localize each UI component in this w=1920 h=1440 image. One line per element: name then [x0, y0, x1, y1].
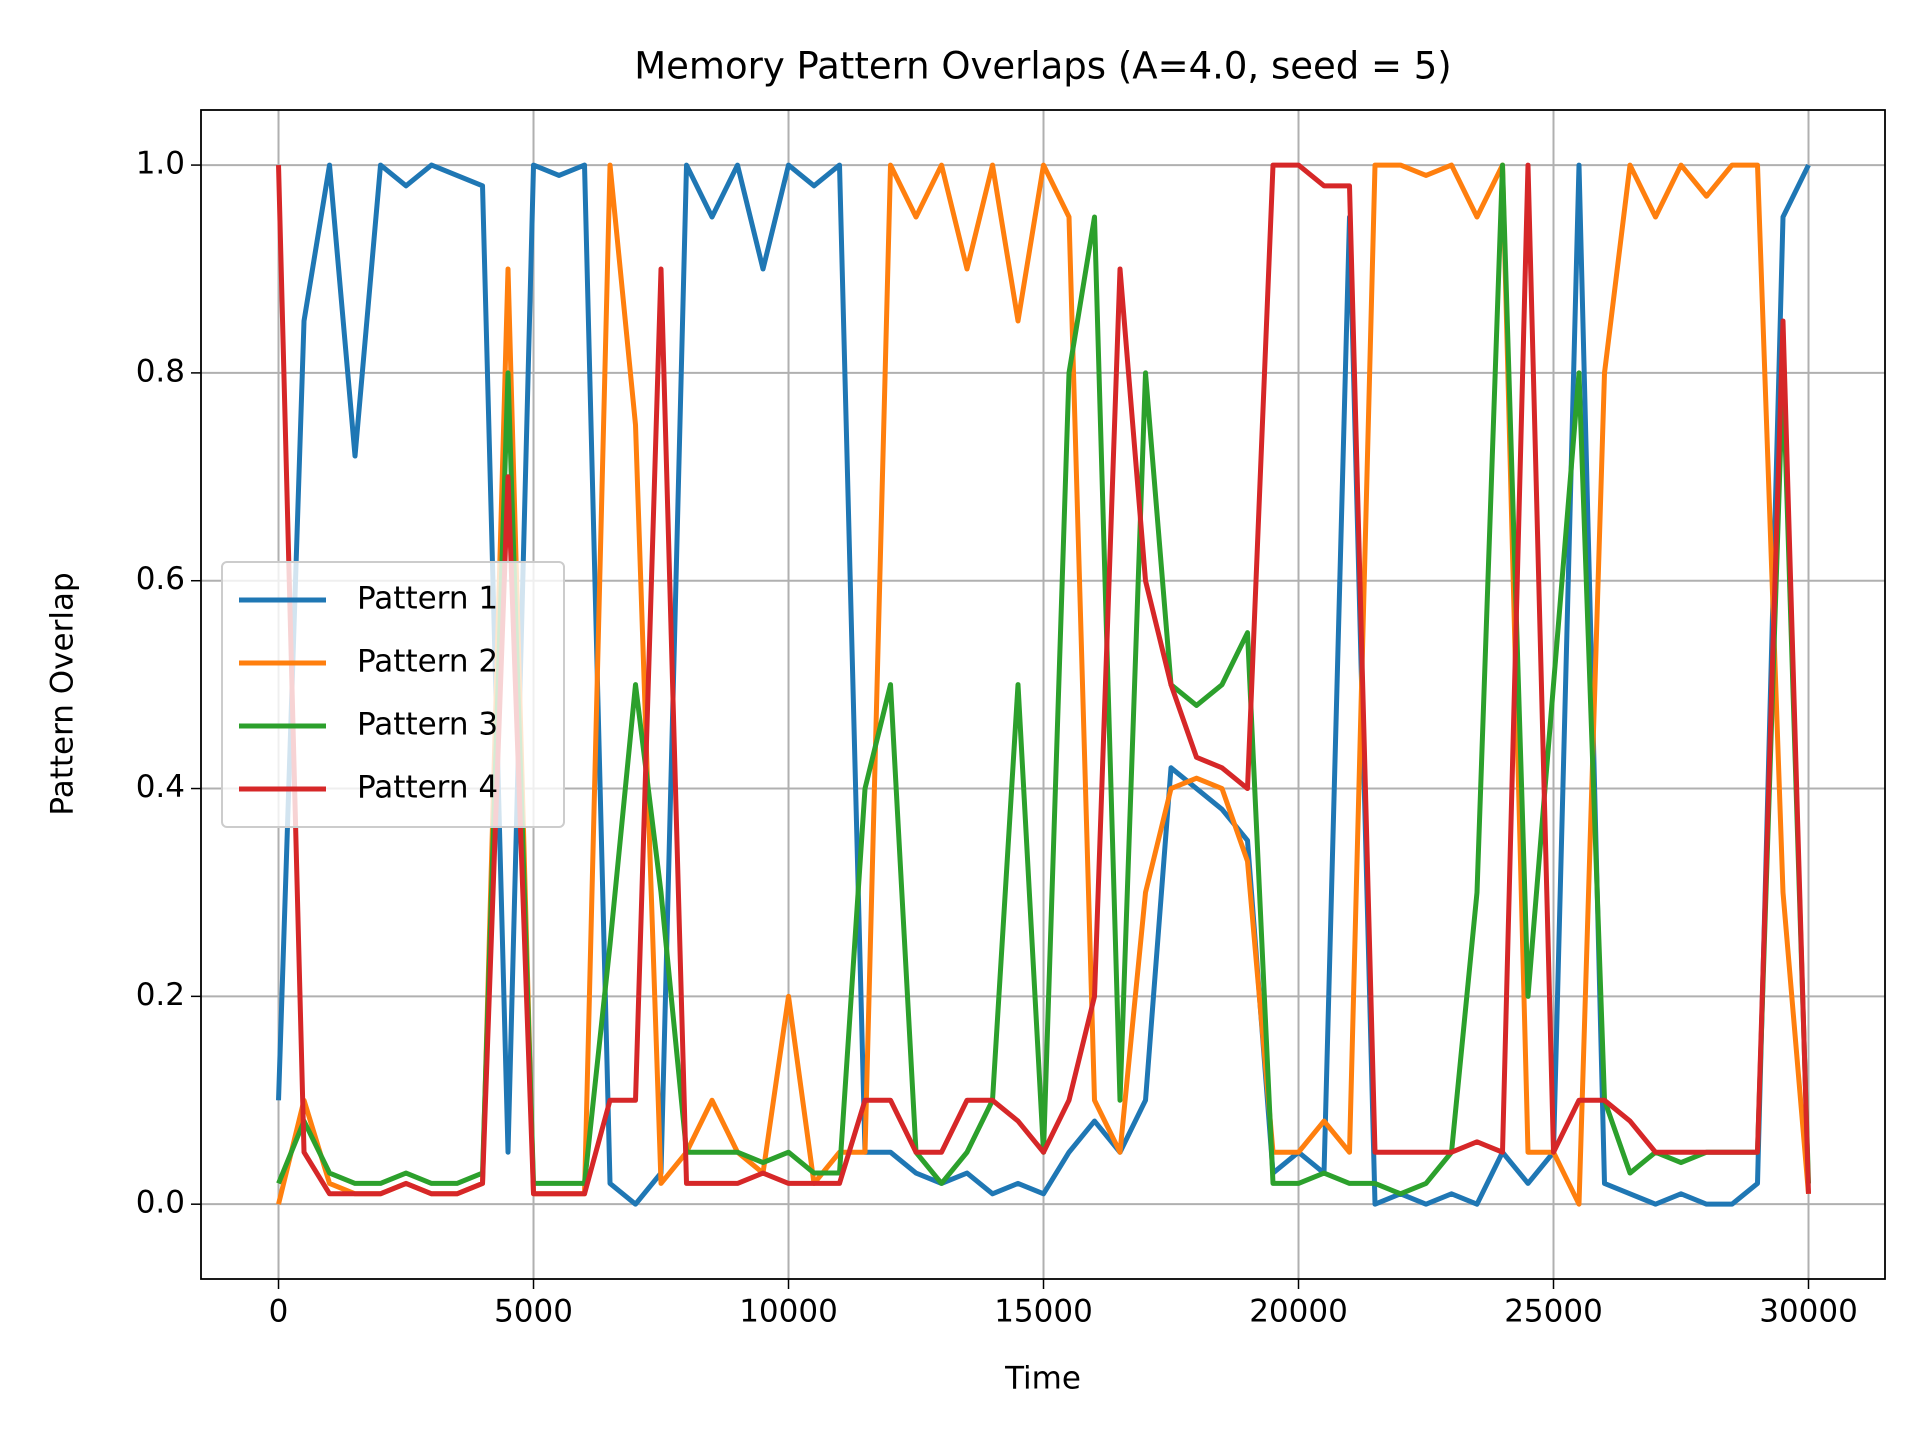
y-tick-label: 0.2: [136, 977, 185, 1013]
x-tick-label: 0: [269, 1294, 289, 1330]
legend-frame: [221, 561, 565, 828]
y-tick-label: 0.0: [136, 1185, 185, 1221]
legend-label: Pattern 1: [357, 581, 498, 617]
legend: Pattern 1 Pattern 2 Pattern 3 Pattern 4: [221, 561, 565, 828]
y-tick-label: 0.8: [136, 353, 185, 389]
chart-title: Memory Pattern Overlaps (A=4.0, seed = 5…: [634, 45, 1452, 88]
y-tick-label: 1.0: [136, 146, 185, 182]
legend-label: Pattern 2: [357, 644, 498, 680]
y-axis-label: Pattern Overlap: [45, 572, 81, 815]
x-tick-label: 15000: [994, 1294, 1093, 1330]
legend-label: Pattern 4: [357, 770, 498, 806]
x-axis-label: Time: [1004, 1361, 1081, 1397]
x-tick-label: 5000: [494, 1294, 573, 1330]
y-tick-label: 0.4: [136, 769, 185, 805]
x-tick-label: 30000: [1759, 1294, 1858, 1330]
legend-label: Pattern 3: [357, 707, 498, 743]
x-tick-label: 25000: [1504, 1294, 1603, 1330]
x-tick-label: 10000: [739, 1294, 838, 1330]
x-tick-label: 20000: [1249, 1294, 1348, 1330]
series-line: [276, 162, 1811, 1197]
plot-frame: [200, 109, 1886, 1280]
y-tick-label: 0.6: [136, 561, 185, 597]
